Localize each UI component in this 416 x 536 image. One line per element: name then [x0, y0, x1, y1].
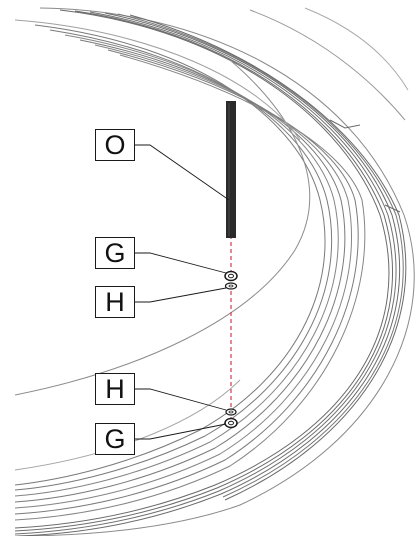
callout-label-h-lower: H — [95, 373, 135, 405]
leader-o — [135, 144, 230, 201]
leader-g-upper — [135, 252, 227, 274]
callout-label-g-upper: G — [95, 237, 135, 269]
callout-label-g-lower: G — [95, 423, 135, 455]
washer-lower — [225, 408, 237, 416]
cable-part — [226, 101, 236, 238]
leader-h-lower — [135, 388, 227, 411]
washer-upper — [224, 282, 238, 290]
callout-label-o: O — [95, 129, 135, 161]
leader-lines — [135, 144, 230, 440]
leader-h-upper — [135, 287, 227, 303]
drum-rim — [14, 7, 415, 536]
callout-label-h-upper: H — [95, 286, 135, 318]
nut-lower — [224, 417, 238, 429]
leader-g-lower — [135, 423, 227, 440]
nut-upper — [224, 270, 238, 282]
